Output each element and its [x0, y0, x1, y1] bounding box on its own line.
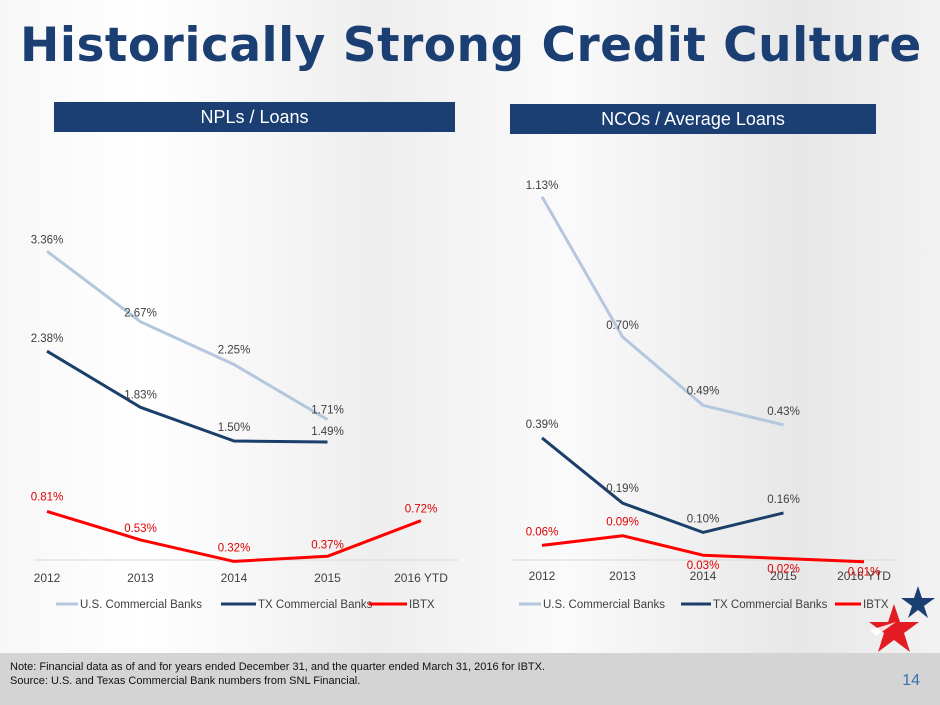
- nco-data-label-ibtx: 0.03%: [687, 560, 720, 572]
- star-logo-icon: [869, 586, 935, 652]
- npl-data-label-us: 3.36%: [31, 234, 64, 246]
- npl-chart-header: NPLs / Loans: [54, 102, 455, 132]
- nco-x-tick-label: 2015: [770, 569, 797, 583]
- npl-data-label-ibtx: 0.53%: [124, 523, 157, 535]
- npl-line-chart: 2012 2013 2014 2015 2016 YTD 3.36% 2.67% 2.25% 1…: [31, 234, 458, 611]
- npl-x-tick-label: 2013: [127, 571, 154, 585]
- npl-legend-label-ibtx: IBTX: [409, 599, 435, 611]
- npl-data-label-ibtx: 0.37%: [311, 539, 344, 551]
- npl-data-label-tx: 1.83%: [124, 389, 157, 401]
- npl-data-label-us: 2.25%: [218, 345, 251, 357]
- npl-data-label-ibtx: 0.81%: [31, 491, 64, 503]
- npl-data-label-ibtx: 0.32%: [218, 542, 251, 554]
- nco-chart-header: NCOs / Average Loans: [510, 104, 876, 134]
- footnote: Note: Financial data as of and for years…: [10, 661, 546, 673]
- nco-data-label-tx: 0.39%: [526, 419, 559, 431]
- npl-series-line-us: [46, 250, 329, 421]
- nco-data-label-tx: 0.16%: [767, 494, 800, 506]
- nco-data-label-tx: 0.19%: [606, 483, 639, 495]
- source-note: Source: U.S. and Texas Commercial Bank n…: [10, 675, 361, 687]
- footer-band: [0, 653, 940, 705]
- nco-data-label-ibtx: 0.06%: [526, 526, 559, 538]
- nco-legend-label-tx: TX Commercial Banks: [713, 599, 828, 611]
- nco-data-label-ibtx: 0.02%: [767, 564, 800, 576]
- npl-series-line-ibtx: [46, 509, 422, 563]
- npl-x-tick-label: 2016 YTD: [394, 571, 448, 585]
- nco-line-chart: 2012 2013 2014 2015 2016 YTD 1.13% 0.70% 0.49% 0…: [511, 180, 897, 611]
- npl-x-tick-label: 2015: [314, 571, 341, 585]
- npl-data-label-ibtx: 0.72%: [405, 504, 438, 516]
- page-title: Historically Strong Credit Culture: [20, 18, 922, 73]
- nco-x-tick-label: 2016 YTD: [837, 569, 891, 583]
- nco-series-line-us: [540, 196, 784, 427]
- page-number: 14: [902, 672, 920, 689]
- npl-data-label-us: 2.67%: [124, 308, 157, 320]
- nco-data-label-us: 1.13%: [526, 180, 559, 192]
- nco-data-label-ibtx: 0.01%: [848, 567, 881, 579]
- npl-data-label-us: 1.71%: [311, 405, 344, 417]
- nco-x-tick-label: 2014: [690, 569, 717, 583]
- nco-legend-label-ibtx: IBTX: [863, 599, 889, 611]
- nco-x-tick-label: 2012: [529, 569, 556, 583]
- nco-data-label-us: 0.43%: [767, 406, 800, 418]
- nco-series-line-ibtx: [541, 534, 865, 564]
- nco-data-label-tx: 0.10%: [687, 513, 720, 525]
- npl-data-label-tx: 2.38%: [31, 333, 64, 345]
- npl-data-label-tx: 1.49%: [311, 426, 344, 438]
- npl-legend-label-tx: TX Commercial Banks: [258, 599, 373, 611]
- npl-x-tick-label: 2014: [221, 571, 248, 585]
- nco-data-label-us: 0.49%: [687, 385, 720, 397]
- nco-series-line-tx: [541, 436, 784, 534]
- npl-data-label-tx: 1.50%: [218, 422, 251, 434]
- nco-data-label-ibtx: 0.09%: [606, 517, 639, 529]
- npl-x-tick-label: 2012: [34, 571, 61, 585]
- npl-series-line-tx: [46, 349, 328, 444]
- npl-legend-label-us: U.S. Commercial Banks: [80, 599, 202, 611]
- nco-x-tick-label: 2013: [609, 569, 636, 583]
- nco-data-label-us: 0.70%: [606, 320, 639, 332]
- nco-legend-label-us: U.S. Commercial Banks: [543, 599, 665, 611]
